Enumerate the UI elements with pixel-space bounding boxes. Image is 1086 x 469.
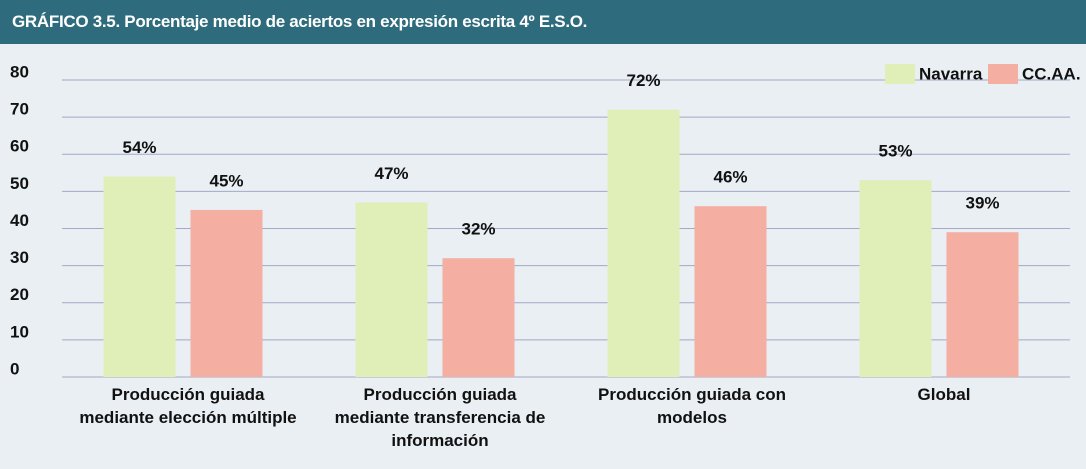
bar	[607, 109, 680, 377]
legend-swatch	[988, 64, 1018, 84]
y-tick-label: 30	[10, 248, 29, 267]
value-label: 32%	[461, 220, 495, 239]
legend-label: Navarra	[919, 64, 983, 83]
bar	[694, 206, 767, 377]
bar	[355, 202, 428, 377]
value-label: 46%	[713, 168, 747, 187]
y-tick-label: 40	[10, 211, 29, 230]
y-tick-label: 50	[10, 174, 29, 193]
y-tick-label: 70	[10, 100, 29, 119]
y-tick-label: 20	[10, 285, 29, 304]
y-tick-label: 0	[10, 359, 19, 378]
x-tick-label: Producción guiada mediante elección múlt…	[79, 385, 297, 427]
y-tick-label: 80	[10, 62, 29, 81]
x-tick-label: Global	[917, 385, 971, 404]
x-tick-label: Producción guiada con modelos	[598, 385, 786, 427]
bar	[103, 176, 176, 377]
bar	[442, 258, 515, 377]
bar	[190, 209, 263, 377]
bar	[946, 232, 1019, 377]
legend-swatch	[885, 64, 915, 84]
value-label: 47%	[374, 164, 408, 183]
value-label: 72%	[626, 71, 660, 90]
value-label: 53%	[878, 142, 912, 161]
value-label: 45%	[209, 171, 243, 190]
x-tick-label: Producción guiada mediante transferencia…	[334, 385, 546, 450]
bar	[859, 180, 932, 377]
value-label: 54%	[122, 138, 156, 157]
y-tick-label: 60	[10, 137, 29, 156]
value-label: 39%	[965, 194, 999, 213]
chart-title: GRÁFICO 3.5. Porcentaje medio de acierto…	[0, 0, 1086, 44]
y-tick-label: 10	[10, 322, 29, 341]
legend-label: CC.AA.	[1022, 64, 1081, 83]
